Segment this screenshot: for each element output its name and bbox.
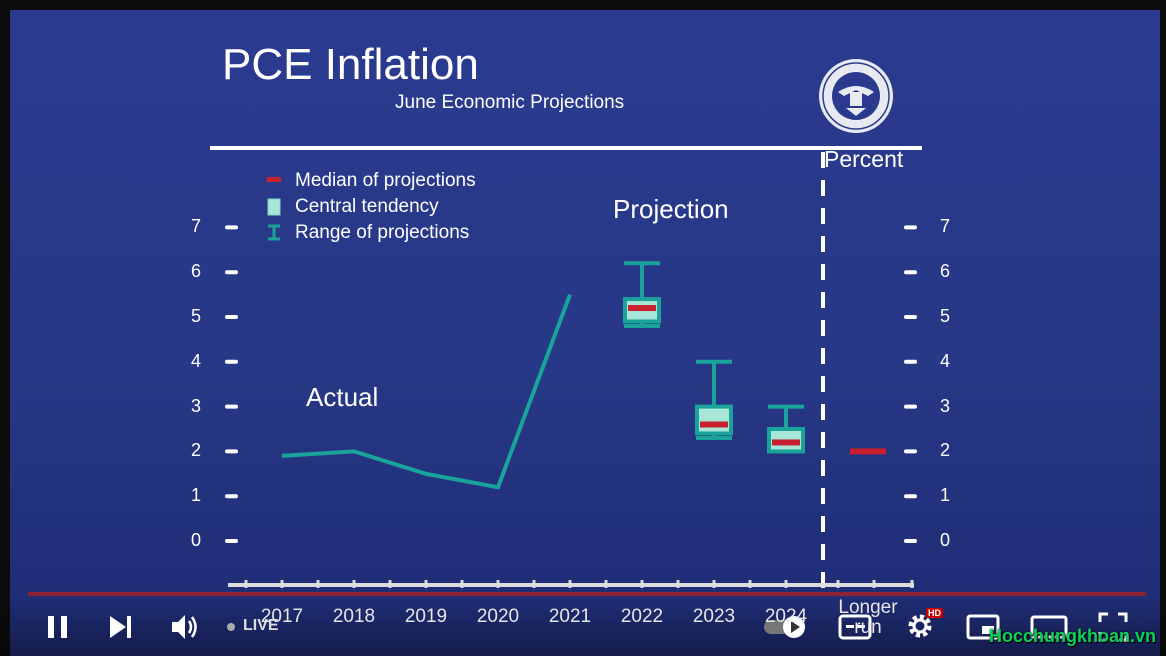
x-tick-label: 2018: [332, 606, 376, 627]
y-tick-label-left: 0: [191, 530, 202, 550]
subtitles-button[interactable]: [838, 612, 872, 642]
median-marker: [628, 305, 656, 312]
pause-button[interactable]: [46, 614, 70, 640]
chart-subtitle: June Economic Projections: [395, 92, 625, 113]
y-tick-label-left: 6: [191, 261, 202, 282]
legend-central-icon: [267, 198, 281, 216]
y-tick-label-right: 4: [940, 350, 951, 371]
unit-label: Percent: [824, 146, 904, 172]
volume-button[interactable]: [170, 612, 200, 642]
x-tick-label: 2023: [692, 606, 736, 627]
federal-reserve-seal: [819, 59, 893, 133]
y-tick-label-left: 7: [191, 216, 202, 237]
theater-button[interactable]: [1030, 612, 1068, 642]
x-tick-label: 2021: [548, 606, 592, 627]
x-tick-label: 2020: [476, 606, 520, 627]
median-marker: [850, 448, 886, 455]
player-controls: HD: [0, 596, 1166, 656]
y-tick-label-right: 0: [940, 530, 951, 550]
median-marker: [700, 421, 728, 428]
chart-title: PCE Inflation: [222, 40, 479, 89]
fullscreen-button[interactable]: [1098, 612, 1128, 642]
legend-median: Median of projections: [295, 170, 476, 191]
y-tick-label-left: 4: [191, 350, 202, 371]
y-tick-label-left: 5: [191, 306, 202, 326]
y-tick-label-right: 3: [940, 395, 951, 416]
central-tendency-box: [695, 404, 733, 436]
settings-button[interactable]: [904, 610, 936, 642]
hd-badge: HD: [926, 608, 943, 618]
x-tick-label: 2024: [764, 606, 808, 627]
x-tick-label: 2019: [404, 606, 448, 627]
legend-median-icon: [267, 177, 281, 182]
x-tick-label: 2022: [620, 606, 664, 627]
progress-bar[interactable]: [28, 592, 1146, 596]
y-tick-label-left: 3: [191, 395, 202, 416]
next-button[interactable]: [108, 614, 134, 640]
y-tick-label-right: 1: [940, 485, 951, 506]
projection-label: Projection: [613, 194, 729, 224]
y-tick-label-left: 1: [191, 485, 202, 506]
x-tick-label: Longer run: [838, 597, 898, 638]
miniplayer-button[interactable]: [966, 612, 1000, 642]
x-tick-label: 2017: [260, 606, 304, 627]
legend-range: Range of projections: [295, 222, 470, 243]
live-label: LIVE: [243, 617, 279, 634]
live-dot-icon: [227, 623, 235, 631]
y-tick-label-left: 2: [191, 440, 202, 461]
legend-central: Central tendency: [295, 196, 439, 217]
y-tick-label-right: 7: [940, 216, 951, 237]
median-marker: [772, 439, 800, 446]
watermark: Hocchungkhoan.vn: [988, 626, 1156, 646]
y-tick-label-right: 2: [940, 440, 951, 461]
actual-label: Actual: [306, 382, 379, 412]
video-frame[interactable]: [10, 10, 1160, 656]
y-tick-label-right: 5: [940, 306, 951, 326]
y-tick-label-right: 6: [940, 261, 951, 282]
autoplay-toggle[interactable]: [762, 614, 808, 640]
legend-range-icon: [268, 224, 280, 241]
actual-series-line: [281, 293, 572, 490]
